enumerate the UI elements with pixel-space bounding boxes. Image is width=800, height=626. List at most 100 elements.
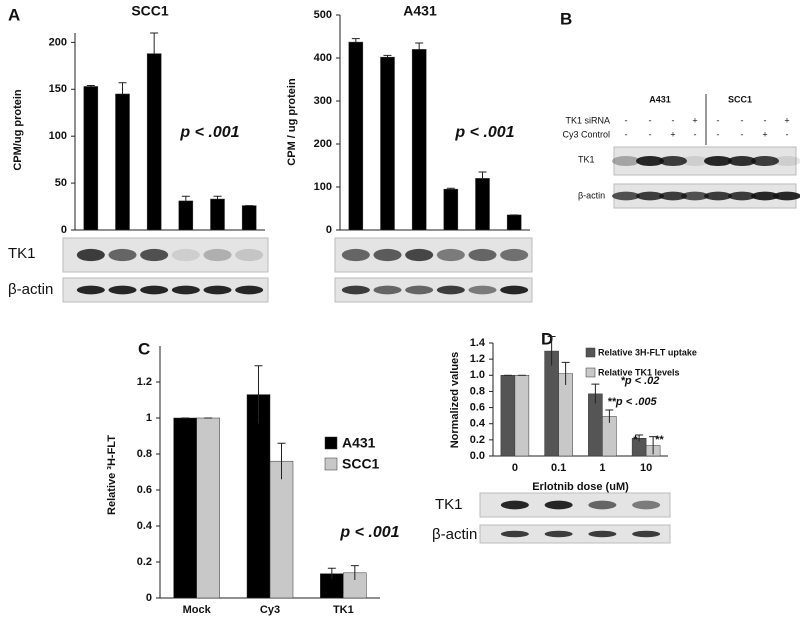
annotation: p < .001	[454, 124, 514, 141]
group-label: SCC1	[728, 94, 752, 104]
blot-band	[341, 248, 370, 262]
x-tick-label: 10	[640, 462, 652, 474]
y-axis-label: CPM / ug protein	[286, 78, 298, 166]
bar	[380, 56, 395, 231]
row-label: Cy3 Control	[562, 129, 610, 139]
blot-band	[704, 191, 732, 201]
row-sign: -	[694, 129, 697, 139]
bar	[411, 49, 427, 231]
row-sign: +	[784, 115, 789, 125]
bar	[196, 417, 220, 599]
blot-band	[704, 155, 732, 167]
blot-band	[728, 155, 756, 167]
error-bar	[351, 38, 360, 43]
y-axis-label: Normalized values	[449, 352, 461, 449]
blot-band	[341, 285, 370, 295]
y-tick-label: 100	[49, 130, 67, 142]
bar	[178, 200, 194, 231]
blot-band	[235, 248, 264, 262]
blot-band	[544, 500, 573, 510]
legend-label: A431	[342, 435, 376, 451]
error-bar	[277, 442, 286, 480]
error-bar	[561, 361, 570, 385]
error-bar	[150, 32, 159, 54]
blot-band	[632, 530, 661, 538]
legend-swatch	[324, 436, 338, 450]
y-tick-label: 0.6	[470, 401, 485, 413]
blot-band	[468, 285, 497, 295]
y-tick-label: 0	[326, 224, 332, 236]
bar	[146, 53, 162, 231]
blot-band	[140, 285, 169, 295]
bar	[514, 375, 530, 457]
blot-band	[681, 155, 709, 167]
y-tick-label: 0	[61, 224, 67, 236]
blot-band	[751, 191, 779, 201]
blot-band	[636, 155, 664, 167]
error-bar	[591, 383, 600, 404]
blot-label: β-actin	[8, 281, 53, 298]
y-tick-label: 400	[314, 52, 332, 64]
legend-label: Relative 3H-FLT uptake	[598, 347, 697, 357]
blot-band	[373, 285, 402, 295]
panel-label: C	[138, 339, 150, 358]
error-bar	[118, 82, 127, 94]
error-bar	[635, 434, 644, 442]
annotation: *	[633, 434, 638, 446]
blot-band	[544, 530, 573, 538]
blot-band	[659, 191, 687, 201]
row-sign: -	[741, 129, 744, 139]
blot-band	[235, 285, 264, 295]
row-sign: -	[649, 129, 652, 139]
blot-band	[405, 285, 434, 295]
x-tick-label: TK1	[333, 604, 354, 616]
y-tick-label: 1.2	[137, 376, 152, 388]
y-tick-label: 0.4	[137, 520, 153, 532]
blot-band	[681, 191, 709, 201]
bar	[500, 375, 516, 457]
y-tick-label: 1	[146, 412, 152, 424]
annotation: **	[655, 434, 664, 446]
x-tick-label: Mock	[183, 604, 212, 616]
row-sign: -	[741, 115, 744, 125]
error-bar	[478, 171, 487, 179]
bar	[443, 188, 459, 231]
blot-band	[500, 500, 529, 510]
error-bar	[86, 85, 95, 87]
blot-background	[479, 524, 671, 544]
y-tick-label: 0	[146, 592, 152, 604]
bar	[475, 178, 490, 231]
y-tick-label: 500	[314, 9, 332, 21]
bar	[241, 205, 257, 231]
y-tick-label: 1.4	[470, 337, 486, 349]
y-tick-label: 1.0	[470, 369, 485, 381]
blot-band	[468, 248, 497, 262]
bar	[173, 417, 197, 599]
blot-band	[203, 285, 232, 295]
chart-title: A431	[403, 3, 437, 19]
y-tick-label: 0.4	[470, 418, 486, 430]
x-tick-label: 0	[512, 462, 518, 474]
blot-label: β-actin	[578, 190, 605, 200]
panel-label: B	[560, 9, 572, 28]
row-sign: -	[672, 115, 675, 125]
y-tick-label: 0.2	[470, 434, 485, 446]
blot-band	[612, 191, 640, 201]
bar	[210, 198, 225, 231]
y-tick-label: 0.6	[137, 484, 152, 496]
annotation: *p < .02	[621, 375, 660, 387]
blot-band	[773, 155, 800, 167]
y-tick-label: 0.0	[470, 450, 485, 462]
row-sign: -	[625, 129, 628, 139]
blot-label: TK1	[578, 154, 595, 164]
row-sign: -	[786, 129, 789, 139]
legend-label: Relative TK1 levels	[598, 367, 680, 377]
blot-band	[140, 248, 169, 262]
annotation: p < .001	[339, 524, 399, 541]
blot-band	[636, 191, 664, 201]
blot-band	[751, 155, 779, 167]
blot-band	[728, 191, 756, 201]
row-sign: +	[762, 129, 767, 139]
y-tick-label: 150	[49, 83, 67, 95]
